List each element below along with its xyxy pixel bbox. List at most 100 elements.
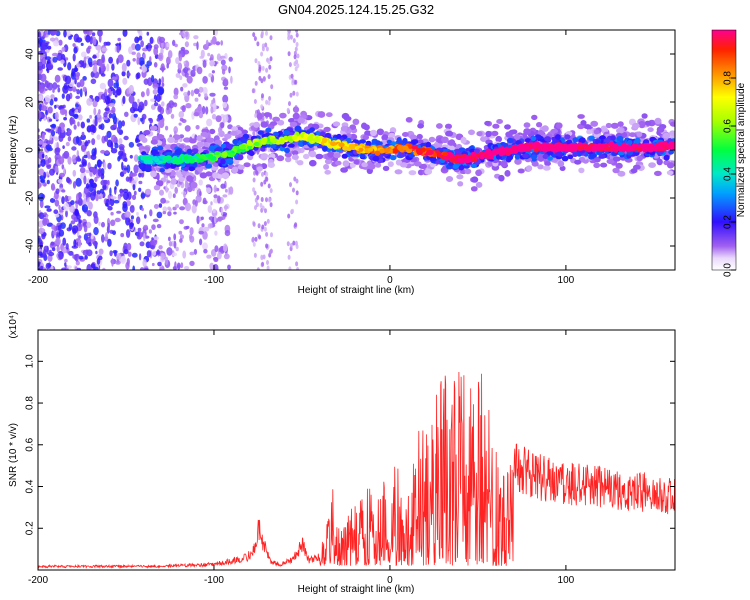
ridge-haze-blob [325,112,333,118]
noise-blob [217,251,222,260]
noise-blob [210,54,214,62]
noise-blob [140,172,144,178]
ridge-haze-blob [445,123,452,130]
noise-blob [54,74,61,83]
noise-blob [105,95,110,105]
ridge-haze-blob [150,170,157,178]
ridge-haze-blob [361,162,368,168]
noise-blob [152,250,157,256]
noise-blob [44,205,51,209]
noise-blob [209,59,216,67]
noise-blob [86,221,92,229]
noise-blob [179,238,183,243]
noise-streak-blob [287,213,291,219]
noise-streak-blob [261,46,265,52]
noise-streak-blob [288,101,291,107]
noise-blob [153,62,158,68]
ridge-core-blob [247,141,254,147]
ridge-haze-blob [375,162,382,168]
noise-blob [77,114,83,121]
noise-blob [98,109,101,115]
noise-streak-blob [257,223,261,229]
ridge-haze-blob [447,139,455,146]
noise-blob [114,186,117,190]
ridge-haze-blob [188,138,197,144]
noise-streak-blob [268,197,271,203]
ridge-haze-blob [617,170,626,177]
noise-streak-blob [269,35,273,41]
ridge-core-blob [628,147,635,152]
noise-blob [107,238,112,247]
ridge-haze-blob [594,156,601,163]
noise-streak-blob [288,62,292,68]
noise-blob [150,98,156,102]
ridge-haze-blob [289,121,298,127]
noise-blob [39,241,43,249]
noise-blob [66,176,70,183]
noise-blob [73,46,78,54]
ridge-core-blob [641,144,648,151]
ridge-haze-blob [308,150,317,158]
noise-blob [184,41,189,48]
ridge-haze-blob [285,156,292,163]
noise-blob [128,94,135,104]
ridge-core-blob [182,155,189,161]
ridge-core-blob [172,158,180,164]
noise-blob [174,186,178,194]
ridge-body-blob [359,153,366,159]
ridge-body-blob [273,131,279,137]
ridge-haze-blob [586,129,593,135]
noise-blob [46,82,54,91]
noise-blob [213,184,217,193]
noise-blob [228,186,234,195]
noise-blob [219,55,226,59]
noise-blob [47,157,52,164]
noise-blob [95,250,98,255]
noise-blob [129,172,136,177]
ridge-core-blob [625,144,632,149]
noise-streak-blob [252,221,256,227]
noise-streak-blob [252,241,256,247]
noise-blob [184,72,189,78]
ridge-haze-blob [292,106,300,113]
ridge-haze-blob [296,160,304,166]
noise-blob [53,41,60,47]
ridge-haze-blob [590,120,599,127]
noise-blob [102,267,106,270]
ridge-haze-blob [583,124,592,130]
noise-blob [142,259,147,267]
noise-streak-blob [253,99,257,104]
ridge-haze-blob [574,159,582,165]
noise-blob [222,194,228,198]
noise-blob [206,187,212,194]
noise-blob [78,219,82,224]
noise-blob [95,194,99,202]
noise-blob [74,78,77,85]
ridge-core-blob [667,143,673,149]
noise-streak-blob [262,76,266,82]
noise-blob [214,230,218,236]
ridge-body-blob [297,141,304,147]
ridge-haze-blob [170,177,177,185]
noise-blob [211,99,214,105]
noise-blob [41,57,47,66]
noise-blob [107,88,112,94]
ridge-haze-blob [460,136,467,144]
snr-y-tick-label: 0.8 [25,396,36,410]
noise-blob [45,109,48,116]
noise-blob [165,125,169,131]
ridge-core-blob [307,135,314,142]
noise-blob [185,103,192,109]
ridge-haze-blob [580,120,587,126]
noise-blob [174,43,178,48]
noise-blob [207,223,213,229]
noise-blob [47,63,54,70]
ridge-haze-blob [196,141,204,148]
ridge-haze-blob [578,167,585,174]
colorbar-tick-label: 0.6 [723,119,734,133]
noise-blob [54,147,60,156]
ridge-haze-blob [387,161,394,168]
noise-blob [205,184,212,189]
ridge-haze-blob [475,181,483,188]
ridge-body-blob [341,153,348,159]
